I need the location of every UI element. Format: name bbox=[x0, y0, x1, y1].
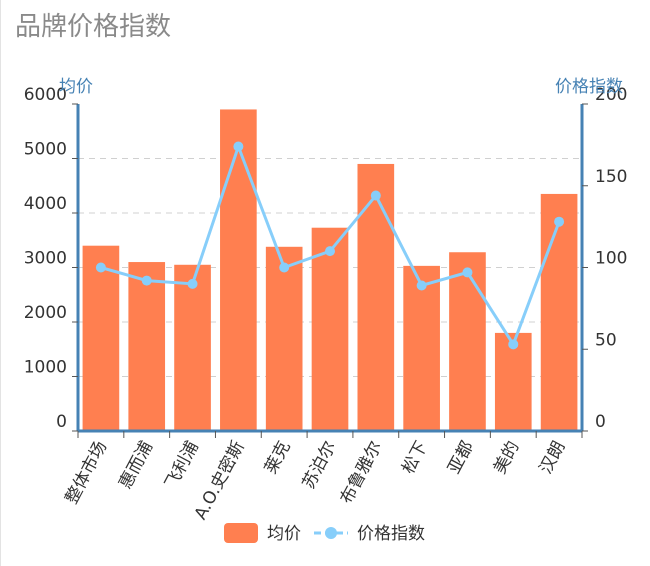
legend-label-line: 价格指数 bbox=[357, 524, 425, 544]
line-point-9 bbox=[462, 267, 473, 278]
chart-title: 品牌价格指数 bbox=[15, 12, 172, 42]
y-right-tick-label: 150 bbox=[595, 167, 627, 187]
line-point-7 bbox=[370, 190, 381, 201]
bar-6 bbox=[311, 227, 349, 431]
x-tick-label: 松下 bbox=[398, 438, 432, 477]
line-point-11 bbox=[554, 216, 565, 227]
line-point-5 bbox=[279, 262, 290, 273]
legend-swatch-bar bbox=[224, 523, 258, 543]
x-tick-label: 苏泊尔 bbox=[299, 438, 341, 492]
x-tick-label: 美的 bbox=[490, 438, 524, 477]
bar-8 bbox=[403, 265, 440, 431]
bar-11 bbox=[540, 193, 578, 431]
line-point-10 bbox=[508, 339, 519, 350]
line-point-6 bbox=[325, 246, 335, 257]
x-tick-label: 惠而浦 bbox=[116, 438, 158, 492]
y-left-tick-label: 4000 bbox=[24, 194, 67, 214]
legend-swatch-point bbox=[325, 527, 337, 539]
y-right-tick-label: 200 bbox=[595, 85, 627, 105]
bar-9 bbox=[449, 252, 486, 431]
bar-1 bbox=[82, 245, 120, 431]
bar-5 bbox=[265, 246, 303, 431]
line-point-2 bbox=[141, 275, 152, 286]
line-point-3 bbox=[187, 278, 198, 289]
y-left-tick-label: 2000 bbox=[24, 303, 67, 323]
x-tick-label: 飞利浦 bbox=[161, 438, 203, 492]
y-right-tick-label: 50 bbox=[595, 330, 617, 350]
bar-2 bbox=[128, 262, 166, 431]
y-left-tick-label: 3000 bbox=[24, 249, 67, 269]
legend-label-bar: 均价 bbox=[267, 524, 301, 544]
bar-4 bbox=[220, 109, 257, 431]
line-point-8 bbox=[416, 280, 427, 291]
y-right-tick-label: 0 bbox=[595, 412, 606, 432]
line-point-1 bbox=[95, 262, 106, 273]
y-left-tick-label: 6000 bbox=[24, 85, 67, 105]
x-tick-label: 莱克 bbox=[261, 438, 295, 477]
line-point-4 bbox=[233, 141, 244, 152]
y-left-tick-label: 0 bbox=[56, 412, 67, 432]
x-tick-label: 亚都 bbox=[444, 438, 478, 477]
y-right-tick-label: 100 bbox=[595, 249, 627, 269]
y-left-axis-label: 均价 bbox=[59, 77, 93, 97]
bar-7 bbox=[357, 163, 395, 431]
y-left-tick-label: 1000 bbox=[24, 358, 67, 378]
y-left-tick-label: 5000 bbox=[24, 140, 67, 160]
x-tick-label: 汉朗 bbox=[536, 438, 570, 477]
x-tick-label: 整体市场 bbox=[62, 438, 112, 507]
y-right-axis-label: 价格指数 bbox=[555, 77, 623, 97]
bar-3 bbox=[174, 264, 211, 431]
x-tick-label: 布鲁雅尔 bbox=[337, 438, 387, 507]
